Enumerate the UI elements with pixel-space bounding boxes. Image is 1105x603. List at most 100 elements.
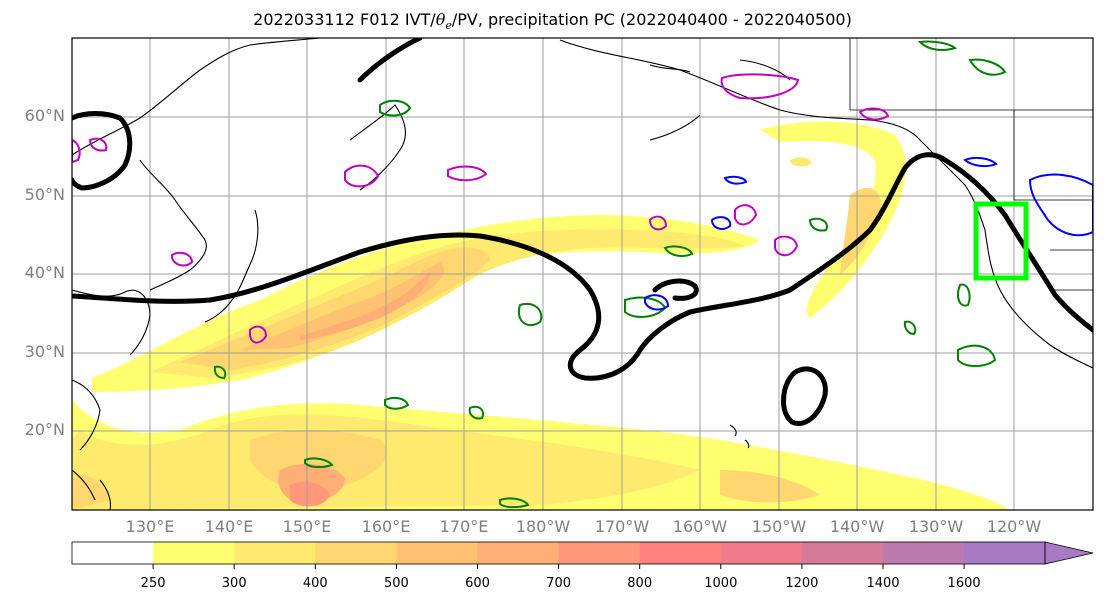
pv-contour: [644, 294, 670, 311]
map-area: [72, 38, 1093, 510]
lon-label: 140°E: [204, 517, 254, 536]
border-canada: [849, 38, 1093, 111]
precip-contour: [379, 99, 412, 117]
title-theta: θ: [435, 10, 446, 29]
colorbar-extend-fill: [1045, 542, 1093, 564]
coast-japan: [204, 209, 259, 323]
precip-contour: [304, 457, 334, 469]
precip-contour: [957, 283, 971, 307]
lon-label: 120°W: [986, 517, 1042, 536]
precip-contour: [808, 217, 828, 232]
coast-siberia: [72, 38, 321, 156]
pv-contour: [720, 73, 800, 100]
colorbar-segment: [639, 542, 722, 564]
figure-title: 2022033112 F012 IVT/θe/PV, precipitation…: [0, 10, 1105, 32]
pv-contour: [249, 325, 268, 344]
pv-contour: [723, 175, 748, 185]
title-suffix: /PV, precipitation PC (2022040400 - 2022…: [451, 10, 852, 29]
colorbar-segment: [477, 542, 560, 564]
colorbar-segment: [964, 542, 1046, 564]
theta-e-contour-west: [72, 111, 133, 191]
colorbar: [72, 542, 1093, 569]
colorbar-tick-label: 700: [546, 576, 572, 591]
colorbar-segment: [883, 542, 965, 564]
lon-label: 150°E: [282, 517, 332, 536]
precip-contours: [213, 40, 1007, 509]
lon-label: 180°W: [515, 517, 571, 536]
pv-contour: [963, 156, 998, 168]
coast-okhotsk: [139, 159, 207, 291]
colorbar-segment: [72, 542, 154, 564]
ivt-band-600: [300, 272, 430, 340]
ivt-arc-400: [840, 187, 881, 275]
colorbar-tick-label: 800: [627, 576, 653, 591]
coast-aleutians: [649, 114, 701, 141]
precip-contour: [663, 245, 694, 257]
coast-kamchatka: [349, 104, 406, 191]
colorbar-segment: [315, 542, 397, 564]
lon-label: 140°W: [829, 517, 885, 536]
colorbar-tick-label: 1000: [704, 576, 738, 591]
colorbar-tick-label: 1600: [947, 576, 981, 591]
lat-label-20n: 20°N: [24, 420, 65, 439]
precip-contour: [968, 58, 1007, 76]
colorbar-extend-arrow: [1044, 541, 1094, 565]
pv-contour: [710, 216, 732, 230]
gridlines: [72, 38, 1093, 510]
pv-contour: [774, 235, 799, 257]
theta-e-contour-main: [72, 152, 1093, 381]
colorbar-tick-label: 1400: [866, 576, 900, 591]
ivt-south-east-400: [720, 470, 820, 503]
colorbar-segment: [234, 542, 316, 564]
ivt-south-700: [290, 481, 330, 507]
pv-contour: [1028, 173, 1093, 237]
colorbar-tick-label: 250: [140, 576, 166, 591]
pv-contour: [734, 204, 758, 226]
colorbar-tick-label: 500: [383, 576, 409, 591]
pv-contour: [648, 215, 668, 231]
precip-contour: [957, 344, 997, 367]
colorbar-segment: [153, 542, 235, 564]
precip-contour: [903, 320, 917, 336]
pv-contour: [344, 164, 380, 188]
pv-contour: [858, 107, 890, 121]
theta-e-contour-closed: [781, 366, 828, 426]
colorbar-segment: [720, 542, 803, 564]
ivt-arc-300: [790, 157, 811, 167]
lat-label-50n: 50°N: [24, 185, 65, 204]
pv-negative-contours: [644, 156, 1093, 311]
lon-label: 170°E: [439, 517, 489, 536]
precip-contour: [917, 40, 958, 51]
colorbar-segment: [396, 542, 478, 564]
precip-contour: [499, 497, 530, 509]
colorbar-tick-label: 400: [302, 576, 328, 591]
precip-contour: [468, 405, 484, 420]
precip-contour: [213, 365, 227, 380]
pv-contour: [447, 165, 488, 182]
coast-alaska: [559, 39, 921, 141]
pv-contour: [171, 251, 194, 267]
title-theta-sub: e: [445, 19, 452, 33]
colorbar-tick-label: 300: [221, 576, 247, 591]
theta-e-contour-hook: [652, 278, 699, 301]
theta-e-contour-north: [357, 38, 423, 83]
colorbar-segment: [801, 542, 884, 564]
coast-hawaii: [729, 424, 750, 449]
lat-label-30n: 30°N: [24, 342, 65, 361]
lat-label-40n: 40°N: [24, 263, 65, 282]
pv-contour: [88, 137, 108, 152]
precip-contour: [384, 396, 410, 410]
lon-label: 130°W: [908, 517, 964, 536]
colorbar-segment: [558, 542, 641, 564]
coast-philippines: [72, 469, 112, 510]
coast-china: [72, 379, 101, 451]
lon-label: 170°W: [594, 517, 650, 536]
lon-label: 160°W: [672, 517, 728, 536]
lon-label: 150°W: [751, 517, 807, 536]
lon-label: 160°E: [361, 517, 411, 536]
theta-e-contours: [72, 38, 1093, 426]
border-states: [1013, 110, 1093, 291]
colorbar-tick-label: 1200: [785, 576, 819, 591]
colorbar-tick-label: 600: [465, 576, 490, 591]
map-frame: [71, 37, 1094, 511]
